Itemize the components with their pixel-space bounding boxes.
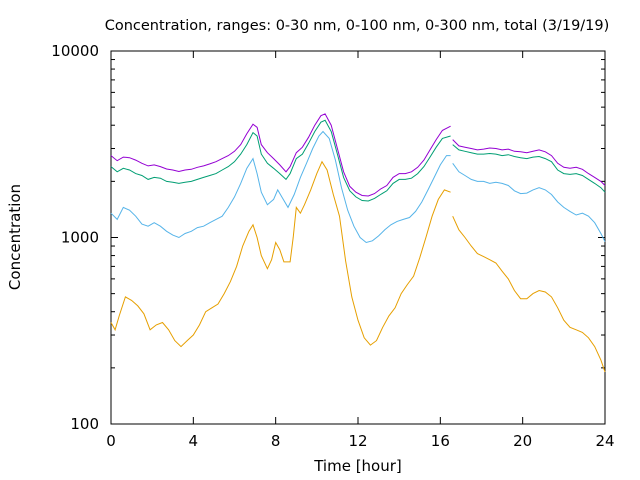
series-line bbox=[452, 139, 606, 186]
x-tick-label: 8 bbox=[271, 432, 281, 450]
x-tick-label: 4 bbox=[189, 432, 199, 450]
y-tick-label: 100 bbox=[70, 415, 99, 433]
ticks bbox=[110, 50, 606, 425]
series-line bbox=[110, 113, 451, 197]
series-1 bbox=[110, 160, 606, 373]
x-tick-label: 12 bbox=[348, 432, 367, 450]
y-tick-label: 10000 bbox=[51, 42, 99, 60]
series-layer bbox=[110, 113, 606, 373]
series-line bbox=[452, 163, 606, 242]
tick-labels: 0 4 8 12 16 20 24 100 1000 10000 bbox=[51, 42, 614, 450]
x-tick-label: 16 bbox=[431, 432, 450, 450]
series-3 bbox=[110, 119, 606, 202]
series-line bbox=[110, 130, 451, 244]
plot-area bbox=[110, 50, 606, 425]
x-axis-label: Time [hour] bbox=[313, 457, 402, 475]
x-tick-label: 0 bbox=[106, 432, 116, 450]
plot-frame bbox=[110, 50, 606, 425]
x-tick-label: 20 bbox=[513, 432, 532, 450]
series-4 bbox=[110, 113, 606, 197]
series-line bbox=[452, 215, 606, 373]
y-axis-label: Concentration bbox=[6, 184, 24, 290]
series-line bbox=[110, 119, 451, 202]
series-line bbox=[110, 160, 451, 348]
x-tick-label: 24 bbox=[595, 432, 614, 450]
chart-title: Concentration, ranges: 0-30 nm, 0-100 nm… bbox=[105, 18, 610, 34]
series-line bbox=[452, 144, 606, 193]
series-2 bbox=[110, 130, 606, 244]
y-tick-label: 1000 bbox=[61, 229, 99, 247]
